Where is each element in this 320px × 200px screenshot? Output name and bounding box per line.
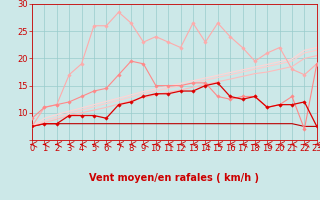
X-axis label: Vent moyen/en rafales ( km/h ): Vent moyen/en rafales ( km/h ) xyxy=(89,173,260,183)
